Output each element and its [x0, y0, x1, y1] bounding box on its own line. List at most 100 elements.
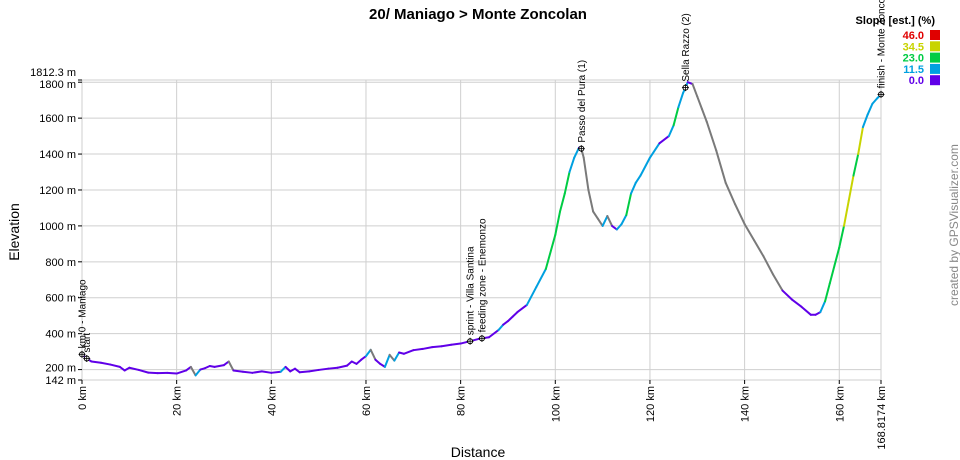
profile-segment [762, 255, 775, 276]
waypoint-label: Sella Razzo (2) [681, 13, 692, 81]
profile-segment [691, 83, 699, 98]
profile-segment [241, 370, 254, 374]
profile-segment [857, 126, 864, 156]
profile-segment [450, 342, 462, 346]
profile-segment [308, 368, 320, 373]
y-axis-label: Elevation [6, 203, 22, 261]
profile-segment [431, 345, 443, 349]
profile-segment [592, 210, 599, 220]
profile-segment [383, 353, 391, 368]
profile-segment [838, 224, 846, 249]
x-tick-label: 20 km [172, 386, 184, 416]
profile-segment [573, 146, 580, 159]
profile-segment [819, 300, 827, 314]
y-tick-label: 1800 m [39, 79, 76, 91]
elevation-profile [81, 81, 882, 377]
profile-segment [189, 365, 197, 377]
profile-segment [587, 188, 595, 213]
x-tick-label: 60 km [361, 386, 373, 416]
profile-segment [506, 315, 514, 323]
profile-segment [781, 289, 793, 301]
waypoint-label: Passo del Pura (1) [577, 60, 588, 143]
profile-segment [620, 214, 628, 226]
profile-segment [227, 360, 235, 372]
profile-segment [568, 156, 576, 174]
waypoint-marker: Passo del Pura (1) [577, 60, 588, 153]
profile-segment [715, 149, 727, 184]
profile-segment [625, 192, 633, 217]
profile-segment [109, 363, 121, 368]
profile-segment [175, 369, 188, 375]
waypoint-marker: start [82, 333, 93, 362]
profile-segment [871, 97, 879, 105]
x-tick-label: 120 km [645, 386, 657, 422]
profile-segment [639, 156, 651, 177]
profile-segment [412, 347, 424, 352]
profile-segment [388, 353, 396, 362]
profile-segment [488, 329, 500, 339]
waypoint-label: sprint - Villa Santina [466, 246, 477, 335]
x-tick-label: 140 km [740, 386, 752, 422]
waypoint-label: start [82, 333, 93, 353]
profile-segment [369, 348, 377, 361]
legend-swatch [930, 52, 940, 63]
profile-segment [554, 210, 562, 236]
profile-segment [866, 102, 874, 116]
legend-value: 0.0 [909, 75, 924, 87]
waypoint-marker: finish - Monte Zoncolan [877, 0, 888, 98]
x-tick-label: 100 km [550, 386, 562, 422]
y-tick-label: 600 m [45, 293, 76, 305]
x-tick-label: 0 km [77, 386, 89, 410]
profile-segment [772, 273, 784, 292]
legend: Slope [est.] (%) 46.034.523.011.50.0 [856, 15, 940, 87]
profile-segment [128, 366, 140, 371]
profile-segment [705, 120, 718, 152]
profile-segment [833, 246, 841, 267]
profile-segment [279, 365, 287, 373]
legend-value: 23.0 [903, 53, 924, 65]
profile-segment [393, 351, 401, 362]
profile-segment [270, 370, 282, 374]
profile-segment [317, 367, 330, 371]
profile-segment [90, 360, 102, 364]
grid [81, 79, 882, 381]
profile-segment [516, 303, 528, 314]
profile-segment [147, 371, 159, 375]
profile-segment [753, 239, 765, 258]
y-tick-label: 1600 m [39, 113, 76, 125]
profile-segment [615, 223, 623, 231]
profile-segment [743, 223, 756, 242]
profile-segment [852, 153, 860, 177]
profile-segment [677, 91, 685, 109]
profile-segment [582, 156, 590, 191]
legend-swatch [930, 75, 940, 86]
legend-value: 34.5 [903, 41, 924, 53]
y-tick-label: 1000 m [39, 221, 76, 233]
profile-segment [355, 358, 363, 365]
profile-segment [260, 370, 273, 374]
profile-segment [843, 199, 850, 227]
profile-segment [734, 203, 746, 226]
waypoint-label: finish - Monte Zoncolan [877, 0, 888, 88]
profile-segment [828, 264, 836, 285]
profile-segment [563, 171, 571, 195]
profile-segment [701, 108, 708, 123]
profile-segment [658, 135, 670, 145]
profile-segment [213, 364, 225, 368]
profile-segment [284, 365, 292, 373]
profile-segment [724, 181, 737, 206]
profile-segment [630, 181, 637, 195]
legend-title: Slope [est.] (%) [856, 15, 936, 27]
legend-swatch [930, 63, 940, 74]
legend-value: 46.0 [903, 30, 924, 42]
profile-segment [374, 358, 382, 365]
legend-swatch [930, 41, 940, 52]
legend-swatch [930, 30, 940, 40]
profile-segment [251, 370, 263, 374]
profile-segment [790, 298, 803, 308]
profile-segment [601, 215, 609, 227]
profile-segment [327, 366, 339, 370]
